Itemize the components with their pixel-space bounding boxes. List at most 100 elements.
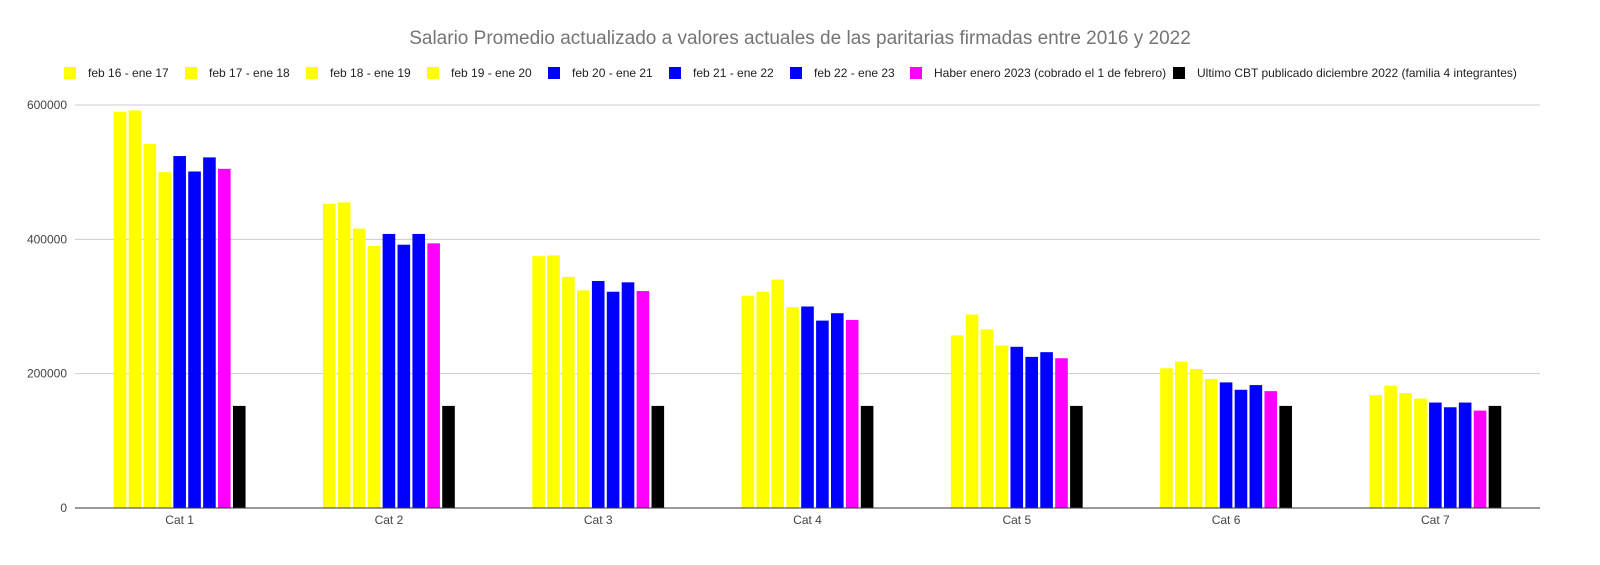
bar-group <box>741 279 874 508</box>
legend-label: feb 18 - ene 19 <box>330 66 411 80</box>
bar <box>158 172 172 508</box>
legend-label: feb 21 - ene 22 <box>693 66 774 80</box>
y-tick-label: 200000 <box>27 367 67 381</box>
bar <box>1055 358 1068 508</box>
legend-label: Ultimo CBT publicado diciembre 2022 (fam… <box>1197 66 1517 80</box>
legend-label: Haber enero 2023 (cobrado el 1 de febrer… <box>934 66 1166 80</box>
bar <box>860 405 874 508</box>
bar <box>636 291 650 508</box>
bar <box>1414 398 1427 508</box>
bar <box>203 157 216 508</box>
legend-label: feb 20 - ene 21 <box>572 66 653 80</box>
legend-item: feb 20 - ene 21 <box>548 66 653 80</box>
bar <box>218 168 231 508</box>
bar <box>756 291 770 508</box>
bar <box>606 291 620 508</box>
bar <box>323 203 336 509</box>
bar <box>1458 402 1472 508</box>
legend-swatch <box>910 67 922 79</box>
legend-label: feb 19 - ene 20 <box>451 66 532 80</box>
bar <box>1175 361 1188 508</box>
legend-swatch <box>306 67 318 79</box>
bar <box>786 307 799 508</box>
x-axis-labels: Cat 1 Cat 2 Cat 3 Cat 4 Cat 5 Cat 6 Cat 7 <box>165 513 1450 527</box>
bar <box>1369 395 1383 508</box>
bar-group <box>1160 361 1292 508</box>
y-axis-ticks: 0 200000 400000 600000 <box>27 98 67 515</box>
bar <box>1040 352 1053 508</box>
bar <box>188 171 201 508</box>
bar <box>337 202 351 508</box>
legend-label: feb 16 - ene 17 <box>88 66 169 80</box>
legend-item: feb 16 - ene 17 <box>64 66 169 80</box>
bar <box>1070 405 1083 508</box>
bar <box>1204 379 1218 508</box>
y-tick-label: 400000 <box>27 232 67 246</box>
bar <box>1025 356 1038 508</box>
bar <box>845 319 859 508</box>
chart-title: Salario Promedio actualizado a valores a… <box>409 28 1191 49</box>
bar <box>1473 410 1487 508</box>
x-tick-label: Cat 2 <box>375 513 404 527</box>
bar <box>367 246 381 509</box>
bar <box>771 279 784 508</box>
bar <box>412 233 426 508</box>
bar <box>562 276 575 508</box>
bar <box>1429 402 1442 508</box>
bar <box>397 244 411 508</box>
bar-group <box>532 255 665 508</box>
bar <box>741 295 755 508</box>
bar <box>427 243 440 508</box>
bar <box>1399 393 1412 508</box>
bar <box>1488 405 1502 508</box>
legend-swatch <box>64 67 76 79</box>
bar <box>1264 391 1278 508</box>
legend-swatch <box>669 67 681 79</box>
bar <box>1010 346 1024 508</box>
bar <box>831 313 844 508</box>
legend-item: Ultimo CBT publicado diciembre 2022 (fam… <box>1173 66 1517 80</box>
legend-swatch <box>790 67 802 79</box>
y-tick-label: 0 <box>60 501 67 515</box>
legend-swatch <box>427 67 439 79</box>
x-tick-label: Cat 5 <box>1002 513 1031 527</box>
bar <box>1189 368 1203 508</box>
legend-swatch <box>1173 67 1185 79</box>
bar <box>577 290 590 508</box>
legend-swatch <box>548 67 560 79</box>
bar <box>143 143 157 508</box>
bar <box>1234 389 1248 508</box>
bar <box>1219 382 1233 508</box>
bar <box>1384 385 1397 508</box>
bar <box>128 110 142 508</box>
legend-item: feb 19 - ene 20 <box>427 66 532 80</box>
x-tick-label: Cat 1 <box>165 513 194 527</box>
bar <box>532 256 545 508</box>
x-tick-label: Cat 4 <box>793 513 822 527</box>
bar <box>1160 368 1173 508</box>
x-tick-label: Cat 7 <box>1421 513 1450 527</box>
bar <box>980 329 994 508</box>
bar <box>232 405 246 508</box>
bar <box>442 405 455 508</box>
bar <box>651 405 665 508</box>
legend-item: feb 22 - ene 23 <box>790 66 895 80</box>
legend-item: Haber enero 2023 (cobrado el 1 de febrer… <box>910 66 1166 80</box>
bar <box>352 228 366 508</box>
legend-label: feb 22 - ene 23 <box>814 66 895 80</box>
bar-group <box>113 110 246 508</box>
legend-item: feb 21 - ene 22 <box>669 66 774 80</box>
bar <box>950 335 964 508</box>
bar <box>382 233 396 508</box>
bar <box>995 345 1009 508</box>
x-tick-label: Cat 3 <box>584 513 613 527</box>
bar <box>965 314 979 508</box>
x-tick-label: Cat 6 <box>1212 513 1241 527</box>
bar <box>1249 385 1263 508</box>
bar <box>173 156 186 508</box>
bar <box>801 306 814 508</box>
legend-swatch <box>185 67 197 79</box>
bar <box>1279 405 1292 508</box>
